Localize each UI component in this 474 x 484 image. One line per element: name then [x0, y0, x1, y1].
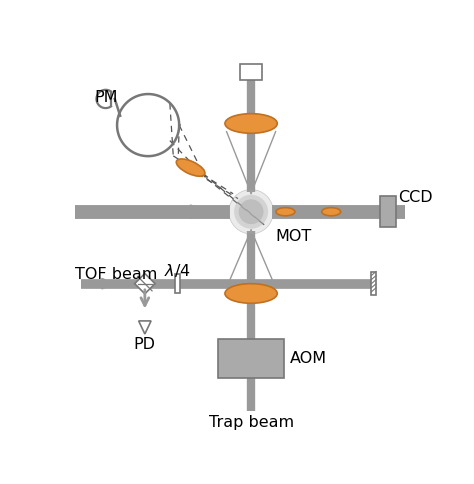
Ellipse shape — [225, 114, 277, 133]
Text: $\lambda$/4: $\lambda$/4 — [164, 262, 191, 279]
Circle shape — [239, 199, 264, 224]
Polygon shape — [138, 321, 151, 334]
Text: AOM: AOM — [291, 351, 328, 366]
Text: Trap beam: Trap beam — [209, 415, 294, 430]
Bar — [175, 274, 180, 293]
Circle shape — [234, 195, 268, 229]
Polygon shape — [138, 277, 152, 290]
Text: PD: PD — [134, 337, 156, 352]
Ellipse shape — [225, 284, 277, 303]
Text: CCD: CCD — [398, 190, 433, 205]
Bar — [219, 339, 284, 378]
Bar — [135, 273, 155, 294]
Bar — [372, 272, 376, 295]
Text: TOF beam: TOF beam — [74, 267, 157, 282]
Text: MOT: MOT — [275, 229, 312, 244]
Ellipse shape — [276, 208, 295, 216]
Text: PM: PM — [94, 90, 118, 105]
Ellipse shape — [322, 208, 341, 216]
Bar — [240, 64, 262, 80]
Bar — [380, 196, 396, 227]
Circle shape — [229, 190, 273, 234]
Ellipse shape — [176, 159, 205, 176]
